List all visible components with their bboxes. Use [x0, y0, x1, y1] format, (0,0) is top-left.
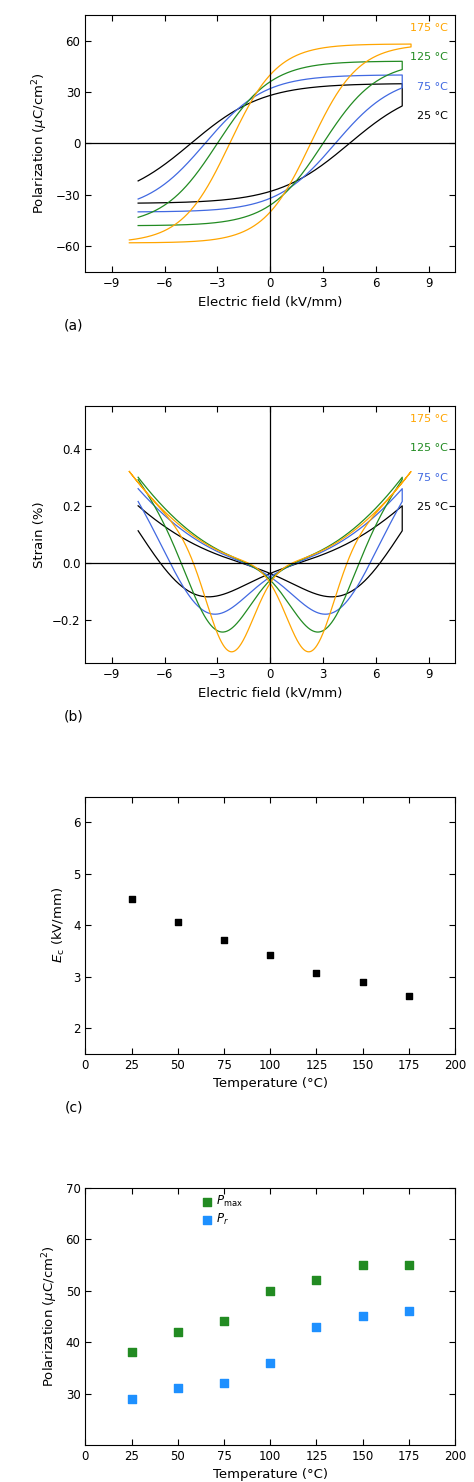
Point	[266, 944, 274, 968]
Text: (c): (c)	[65, 1100, 83, 1114]
$P_\mathrm{max}$	[220, 1310, 228, 1334]
Point	[359, 971, 366, 994]
X-axis label: Electric field (kV/mm): Electric field (kV/mm)	[198, 295, 342, 308]
$P_\mathrm{max}$	[266, 1279, 274, 1303]
X-axis label: Temperature (°C): Temperature (°C)	[213, 1469, 328, 1482]
$P_r$	[266, 1350, 274, 1374]
Text: 75 °C: 75 °C	[417, 82, 447, 92]
Point	[220, 928, 228, 951]
Legend: $P_\mathrm{max}$, $P_r$: $P_\mathrm{max}$, $P_r$	[202, 1193, 243, 1227]
Y-axis label: $E_\mathrm{c}$ (kV/mm): $E_\mathrm{c}$ (kV/mm)	[51, 888, 67, 963]
Point	[128, 886, 136, 910]
Point	[405, 984, 412, 1008]
X-axis label: Temperature (°C): Temperature (°C)	[213, 1077, 328, 1091]
Text: 75 °C: 75 °C	[417, 473, 447, 483]
$P_r$	[174, 1377, 182, 1400]
Y-axis label: Strain (%): Strain (%)	[33, 501, 46, 568]
$P_\mathrm{max}$	[128, 1341, 136, 1365]
$P_r$	[220, 1371, 228, 1395]
$P_\mathrm{max}$	[174, 1320, 182, 1344]
$P_r$	[359, 1304, 366, 1328]
$P_\mathrm{max}$	[312, 1269, 320, 1292]
Text: 175 °C: 175 °C	[410, 22, 447, 33]
Y-axis label: Polarization ($\mu$C/cm$^2$): Polarization ($\mu$C/cm$^2$)	[40, 1245, 60, 1387]
Text: 125 °C: 125 °C	[410, 443, 447, 453]
$P_r$	[312, 1315, 320, 1338]
$P_\mathrm{max}$	[359, 1254, 366, 1277]
Y-axis label: Polarization ($\mu$C/cm$^2$): Polarization ($\mu$C/cm$^2$)	[30, 73, 50, 215]
Text: 125 °C: 125 °C	[410, 52, 447, 62]
Text: (b): (b)	[64, 710, 83, 723]
Text: 25 °C: 25 °C	[417, 111, 447, 122]
Text: (a): (a)	[64, 319, 83, 332]
Point	[312, 962, 320, 986]
$P_r$	[128, 1387, 136, 1411]
Text: 175 °C: 175 °C	[410, 413, 447, 424]
Text: 25 °C: 25 °C	[417, 502, 447, 513]
$P_\mathrm{max}$	[405, 1254, 412, 1277]
X-axis label: Electric field (kV/mm): Electric field (kV/mm)	[198, 686, 342, 700]
$P_r$	[405, 1300, 412, 1323]
Point	[174, 910, 182, 934]
